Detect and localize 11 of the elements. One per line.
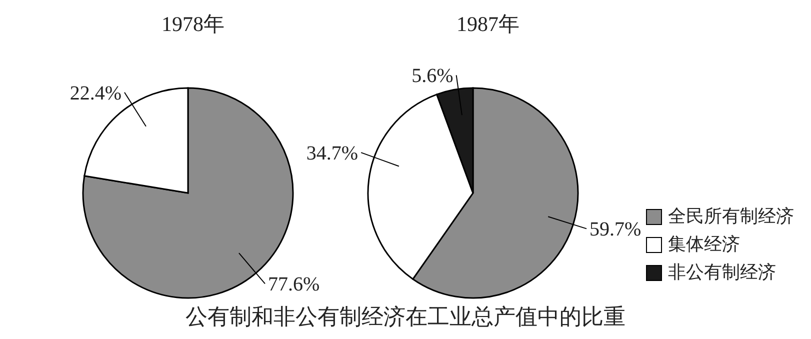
- data-label: 59.7%: [590, 218, 642, 241]
- legend-label: 集体经济: [668, 233, 740, 257]
- chart-title: 1987年: [456, 11, 520, 38]
- data-label: 22.4%: [70, 82, 122, 104]
- legend-label: 全民所有制经济: [668, 205, 794, 229]
- text: 公有制和非公有制经济在工业总产值中的比重: [184, 303, 626, 331]
- data-label: 77.6%: [268, 274, 320, 296]
- chart-title: 1978年: [160, 11, 226, 38]
- legend-label: 非公有制经济: [668, 261, 776, 285]
- data-label: 34.7%: [306, 142, 358, 165]
- data-label: 5.6%: [412, 65, 454, 88]
